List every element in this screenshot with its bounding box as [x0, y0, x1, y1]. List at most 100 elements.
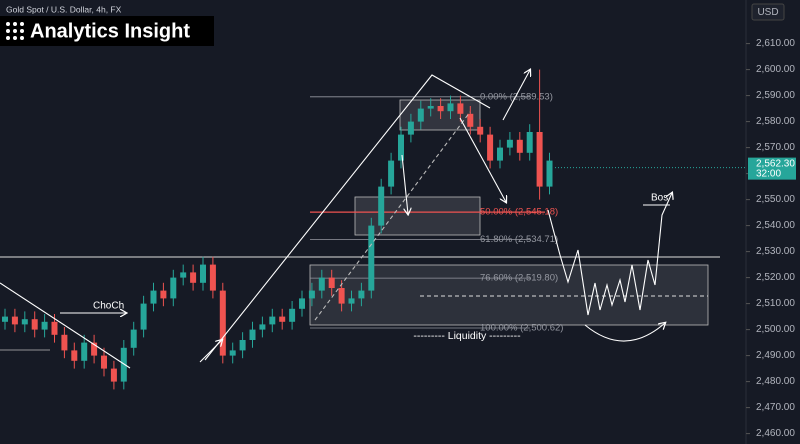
candle-body: [209, 264, 216, 291]
y-tick-label: 2,500.00: [756, 324, 795, 335]
candle-body: [308, 290, 315, 299]
candle-body: [427, 106, 434, 109]
candle-body: [378, 186, 385, 226]
candle-body: [101, 355, 107, 369]
candle-body: [81, 342, 88, 361]
candle-body: [467, 113, 474, 127]
arrow: [459, 117, 506, 202]
candle-body: [140, 303, 147, 330]
candle-body: [487, 134, 494, 161]
candle-body: [150, 290, 157, 304]
candle-body: [259, 324, 266, 330]
y-tick-label: 2,490.00: [756, 350, 795, 361]
candle-body: [388, 160, 395, 187]
candle-body: [200, 264, 206, 283]
candle-body: [516, 139, 523, 153]
candle-body: [318, 277, 325, 291]
candle-body: [71, 350, 78, 361]
candle-body: [437, 106, 444, 112]
candle-body: [180, 272, 187, 278]
last-price: 2,562.30: [756, 158, 795, 169]
trendline: [0, 282, 131, 369]
dashed-trend: [314, 111, 471, 321]
candle-body: [229, 350, 236, 356]
candle-body: [31, 319, 38, 330]
candle-body: [51, 321, 58, 335]
zones: [0, 99, 720, 351]
y-tick-label: 2,540.00: [756, 220, 795, 231]
candle-body: [536, 132, 543, 187]
y-tick-label: 2,570.00: [756, 142, 795, 153]
candle-body: [497, 147, 503, 161]
y-tick-label: 2,580.00: [756, 116, 795, 127]
candle-body: [11, 316, 18, 325]
candle-body: [457, 103, 464, 114]
drawings: [0, 70, 672, 369]
zone-box: [309, 264, 709, 326]
candle-body: [338, 288, 345, 304]
zone-box: [354, 196, 481, 236]
candle-body: [190, 272, 197, 283]
candle-body: [239, 340, 246, 351]
candle-body: [91, 342, 98, 356]
fib-label: 61.80% (2,534.71): [480, 234, 558, 245]
chart-title: Gold Spot / U.S. Dollar, 4h, FX: [6, 4, 122, 14]
y-tick-label: 2,520.00: [756, 272, 795, 283]
candle-body: [328, 277, 335, 288]
candle-body: [299, 298, 305, 309]
candle-body: [358, 290, 365, 299]
liquidity-label: --------- Liquidity ---------: [413, 330, 521, 342]
candle-body: [21, 319, 28, 325]
candle-body: [249, 329, 256, 340]
candle-body: [120, 347, 127, 382]
choch-label: ChoCh: [93, 301, 124, 312]
currency-box: [751, 3, 785, 21]
candle-body: [130, 329, 137, 348]
last-price-box: [748, 157, 796, 180]
candle-body: [526, 132, 533, 153]
arrow: [502, 70, 530, 121]
fib-label: 76.60% (2,519.80): [480, 273, 558, 284]
candle-body: [160, 290, 167, 299]
candle-body: [348, 298, 355, 304]
candle-body: [61, 334, 68, 351]
logo-icon: [6, 22, 24, 40]
arrow: [401, 154, 408, 214]
candle-body: [269, 316, 276, 325]
candle-body: [289, 308, 296, 322]
candle-body: [546, 160, 553, 187]
fib-label: 100.00% (2,500.62): [480, 323, 563, 334]
y-tick-label: 2,470.00: [756, 402, 795, 413]
candle-body: [398, 134, 404, 161]
candle-body: [41, 321, 48, 330]
candle-body: [110, 368, 117, 382]
fib-label: 50.00% (2,545.18): [480, 207, 558, 218]
candle-body: [170, 277, 177, 299]
candles: [2, 69, 553, 390]
price-axis: 2,460.00 2,470.00 2,480.00 2,490.00 2,500.00…: [746, 38, 795, 439]
logo-bg: [0, 16, 214, 46]
arc-arrow: [584, 323, 665, 342]
candle-body: [2, 316, 8, 322]
y-tick-label: 2,480.00: [756, 376, 795, 387]
arrow: [199, 340, 222, 363]
candle-body: [219, 290, 226, 356]
candle-body: [279, 316, 286, 322]
currency: USD: [757, 7, 778, 18]
countdown: 32:00: [756, 168, 781, 179]
brand: Analytics Insight: [30, 20, 190, 42]
candle-body: [417, 108, 424, 122]
y-tick-label: 2,590.00: [756, 90, 795, 101]
candle-body: [506, 139, 513, 148]
candle-body: [368, 225, 375, 291]
candle-body: [447, 103, 454, 112]
fib-label: 0.00% (2,589.53): [480, 91, 553, 102]
y-tick-label: 2,600.00: [756, 64, 795, 75]
bos-label: Bos: [651, 193, 668, 204]
projection-path: [547, 193, 672, 316]
y-tick-label: 2,550.00: [756, 194, 795, 205]
y-tick-label: 2,510.00: [756, 298, 795, 309]
